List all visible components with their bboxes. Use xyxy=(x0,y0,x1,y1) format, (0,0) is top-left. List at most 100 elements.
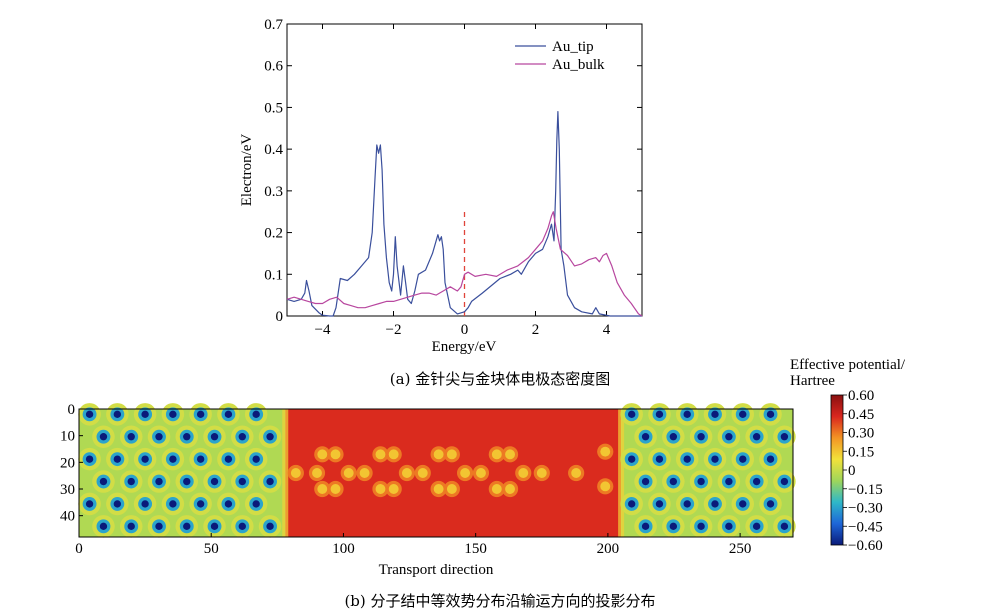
electrode-atom-core xyxy=(725,433,733,441)
colorbar-tick-label: 0.15 xyxy=(848,444,874,460)
electrode-atom-core xyxy=(725,477,733,486)
dos-series-au-tip xyxy=(286,111,642,317)
electrode-atom-core xyxy=(127,522,135,531)
heatmap-xtick-label: 0 xyxy=(75,541,83,557)
electrode-atom-core xyxy=(183,433,191,441)
electrode-atom-core xyxy=(711,455,719,463)
dos-ylabel: Electron/eV xyxy=(239,134,255,207)
molecule-atom xyxy=(571,468,582,478)
electrode-atom-core xyxy=(669,433,678,441)
electrode-atom-core xyxy=(196,410,205,419)
electrode-atom-core xyxy=(127,477,135,486)
dos-legend: Au_tip Au_bulk xyxy=(515,39,605,73)
electrode-atom-core xyxy=(641,477,650,486)
electrode-atom-core xyxy=(155,433,163,441)
electrode-atom-core xyxy=(683,500,691,508)
dos-ytick-label: 0.5 xyxy=(264,100,283,116)
legend-label-au-bulk: Au_bulk xyxy=(552,57,605,73)
electrode-atom-core xyxy=(183,522,191,531)
heatmap-xtick-label: 200 xyxy=(597,541,620,557)
electrode-atom-core xyxy=(628,500,636,508)
dos-ytick-label: 0.4 xyxy=(264,142,283,158)
molecule-atom xyxy=(446,484,457,494)
molecule-atom xyxy=(417,468,428,478)
electrode-atom-core xyxy=(210,522,219,531)
heatmap-xtick-label: 100 xyxy=(332,541,355,557)
electrode-atom-core xyxy=(224,410,233,419)
electrode-atom-core xyxy=(238,522,246,531)
dos-xtick-label: 0 xyxy=(461,322,469,338)
heatmap-xlabel: Transport direction xyxy=(379,562,494,578)
electrode-atom-core xyxy=(196,500,205,508)
electrode-atom-core xyxy=(155,477,163,486)
electrode-atom-core xyxy=(780,477,789,486)
molecule-atom xyxy=(460,468,471,478)
dos-tick-labels: −4 −2 0 2 4 0 0.1 0.2 0.3 0.4 0.5 0.6 0.7 xyxy=(264,17,611,338)
electrode-atom-core xyxy=(210,433,219,441)
heatmap-xtick-label: 250 xyxy=(729,541,752,557)
dos-xlabel: Energy/eV xyxy=(432,339,497,355)
molecule-atom xyxy=(317,449,328,460)
electrode-atom-core xyxy=(628,455,636,463)
electrode-atom-core xyxy=(739,410,747,419)
electrode-atom-core xyxy=(252,500,260,508)
molecule-atom xyxy=(375,484,386,494)
electrode-atom-core xyxy=(141,500,149,508)
electrode-atom-core xyxy=(85,455,94,463)
electrode-atom-core xyxy=(224,455,233,463)
molecule-atom xyxy=(359,468,370,478)
electrode-atom-core xyxy=(196,455,205,463)
electrode-atom-core xyxy=(655,410,664,419)
electrode-atom-core xyxy=(752,522,761,531)
dos-ytick-label: 0.3 xyxy=(264,184,283,200)
electrode-atom-core xyxy=(99,477,108,486)
colorbar-tick-label: 0.60 xyxy=(848,388,874,404)
colorbar-tick-label: −0.60 xyxy=(848,538,883,554)
electrode-atom-core xyxy=(683,410,691,419)
dos-ytick-label: 0.7 xyxy=(264,17,283,33)
colorbar-tick-label: −0.15 xyxy=(848,482,883,498)
electrode-atom-core xyxy=(266,433,274,441)
interface-band xyxy=(282,409,289,537)
dos-xtick-label: 2 xyxy=(532,322,540,338)
electrode-atom-core xyxy=(697,433,705,441)
heatmap-tick-labels: 0 50 100 150 200 250 0 10 20 30 40 xyxy=(60,402,751,557)
colorbar-ticks: 0.60 0.45 0.30 0.15 0 −0.15 −0.30 −0.45 −0.60 xyxy=(843,388,883,554)
heatmap-axes-box xyxy=(78,408,794,538)
electrode-atom-core xyxy=(141,455,149,463)
electrode-atom-core xyxy=(641,522,650,531)
caption-b: (b) 分子结中等效势分布沿输运方向的投影分布 xyxy=(344,592,656,610)
electrode-atom-core xyxy=(641,433,650,441)
electrode-atom-core xyxy=(669,522,678,531)
legend-label-au-tip: Au_tip xyxy=(552,39,594,55)
dos-ytick-label: 0.1 xyxy=(264,267,283,283)
molecule-atom xyxy=(505,484,515,494)
molecule-atom xyxy=(388,449,399,460)
heatmap-field xyxy=(78,403,796,538)
electrode-atom-core xyxy=(725,522,733,531)
molecule-atom xyxy=(433,484,444,494)
electrode-atom-core xyxy=(210,477,219,486)
electrode-atom-core xyxy=(669,477,678,486)
molecule-atom xyxy=(505,449,515,460)
electrode-atom-core xyxy=(169,410,177,419)
molecule-atom xyxy=(317,484,328,494)
heatmap-ticks xyxy=(78,408,741,537)
electrode-atom-core xyxy=(780,522,789,531)
electrode-atom-core xyxy=(238,433,246,441)
electrode-atom-core xyxy=(711,500,719,508)
heatmap-ytick-label: 0 xyxy=(68,402,76,418)
electrode-atom-core xyxy=(85,500,94,508)
electrode-atom-core xyxy=(266,477,274,486)
electrode-atom-core xyxy=(85,410,94,419)
electrode-atom-core xyxy=(169,500,177,508)
molecule-atom xyxy=(600,446,611,457)
electrode-atom-core xyxy=(739,455,747,463)
dos-series-au-bulk xyxy=(286,211,643,317)
colorbar-tick-label: 0.30 xyxy=(848,426,874,442)
heatmap-xtick-label: 50 xyxy=(204,541,219,557)
electrode-atom-core xyxy=(99,433,108,441)
molecule-atom xyxy=(446,449,457,460)
electrode-atom-core xyxy=(752,433,761,441)
electrode-atom-core xyxy=(238,477,246,486)
